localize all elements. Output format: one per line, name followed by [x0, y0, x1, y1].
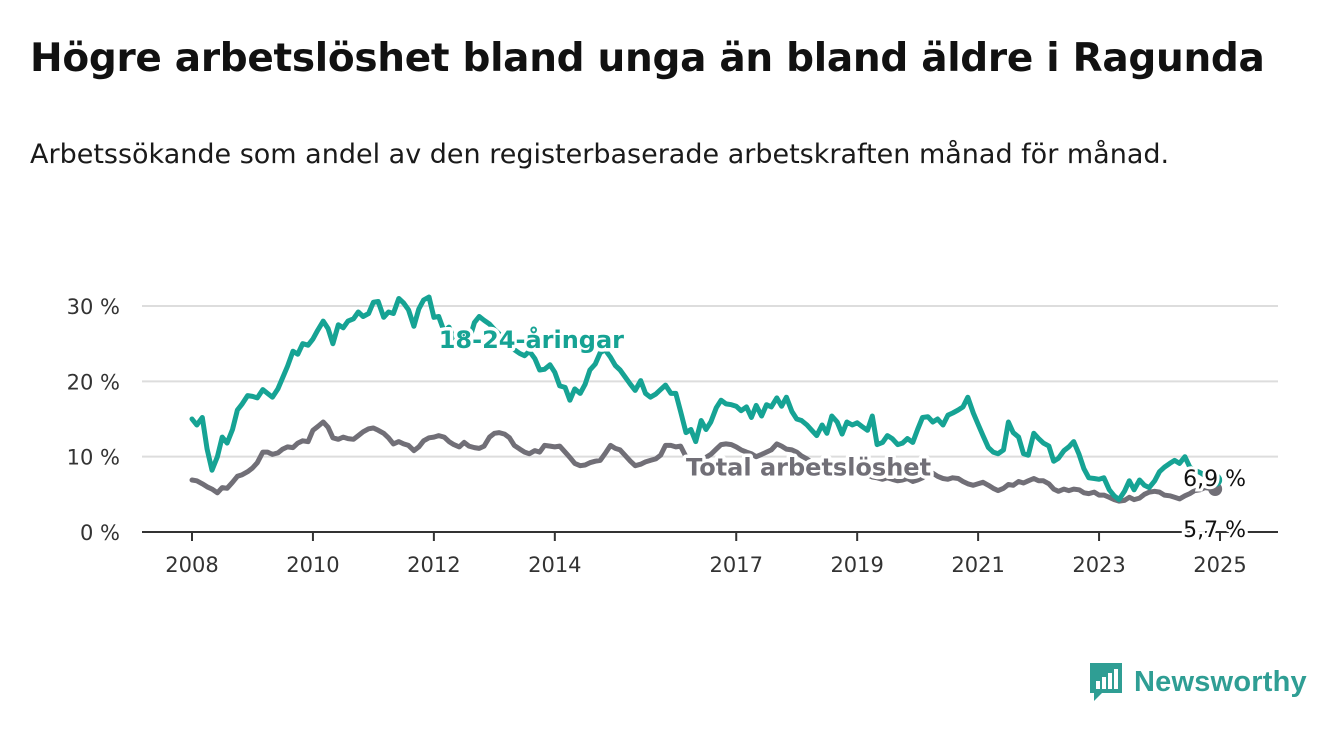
series-labels: 18-24-åringar Total arbetslöshet 6,9 % 5,7 … [435, 322, 1249, 546]
x-tick-label: 2019 [830, 553, 883, 577]
x-axis-ticks: 2008 2010 2012 2014 2017 2019 2021 2023 2025 [165, 532, 1247, 577]
chart-subtitle: Arbetssökande som andel av den registerb… [30, 139, 1170, 170]
newsworthy-brand: Newsworthy [1088, 660, 1307, 704]
series-line-total [189, 419, 1218, 504]
x-tick-label: 2010 [286, 553, 339, 577]
y-axis-ticks: 0 % 10 % 20 % 30 % [67, 295, 120, 545]
chart-title: Högre arbetslöshet bland unga än bland ä… [30, 36, 1265, 81]
series-label-young: 18-24-åringar [439, 325, 624, 354]
y-tick-label: 20 % [67, 370, 120, 394]
series-endpoint-young [1208, 473, 1223, 488]
series-line-young [189, 294, 1218, 503]
end-label-total: 5,7 % [1183, 518, 1246, 543]
x-tick-label: 2014 [528, 553, 581, 577]
x-tick-label: 2017 [710, 553, 763, 577]
x-tick-label: 2023 [1072, 553, 1125, 577]
y-tick-label: 0 % [80, 521, 120, 545]
x-tick-label: 2008 [165, 553, 218, 577]
brand-name: Newsworthy [1134, 665, 1307, 698]
newsworthy-logo-icon [1090, 663, 1122, 701]
end-label-young: 6,9 % [1183, 467, 1246, 492]
y-tick-label: 30 % [67, 295, 120, 319]
x-tick-label: 2021 [951, 553, 1004, 577]
x-tick-label: 2012 [407, 553, 460, 577]
series-lines [189, 294, 1223, 504]
x-tick-label: 2025 [1193, 553, 1246, 577]
series-label-total: Total arbetslöshet [686, 454, 931, 482]
y-tick-label: 10 % [67, 446, 120, 470]
